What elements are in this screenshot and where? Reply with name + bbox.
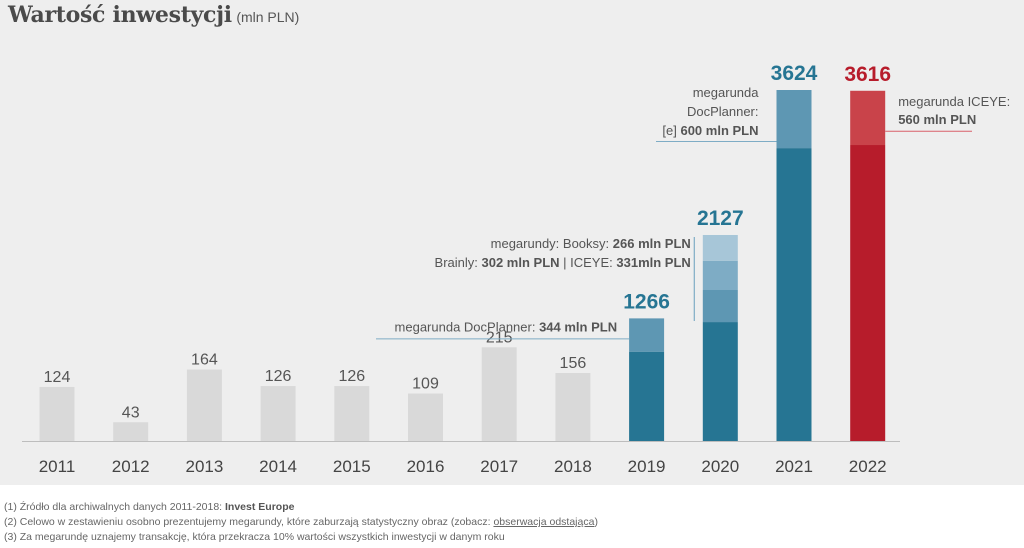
bar-2019-megarunda-1	[629, 318, 665, 352]
footnote-2-part-1: (2) Celowo w zestawieniu osobno prezentu…	[4, 516, 494, 528]
tick-label-2018: 2018	[554, 457, 592, 476]
bar-2017	[481, 347, 517, 441]
footnote-3: (3) Za megarundę uznajemy transakcję, kt…	[4, 531, 505, 543]
tick-label-2020: 2020	[701, 457, 739, 476]
bar-2014	[260, 386, 296, 441]
footnote-1: (1) Źródło dla archiwalnych danych 2011-…	[4, 501, 294, 513]
value-label-2015: 126	[338, 368, 365, 385]
tick-label-2015: 2015	[333, 457, 371, 476]
bar-2019-inwestycje	[629, 351, 665, 441]
bar-2020-inwestycje	[702, 322, 738, 441]
value-label-2013: 164	[191, 352, 218, 369]
bar-2021-megarunda-1	[776, 90, 812, 149]
footnote-2-part-3: )	[594, 516, 598, 528]
tick-label-2021: 2021	[775, 457, 813, 476]
bar-2022-inwestycje	[850, 145, 886, 441]
tick-label-2017: 2017	[480, 457, 518, 476]
annotation-2019-line-1: megarunda DocPlanner: 344 mln PLN	[395, 319, 618, 334]
value-label-2011: 124	[44, 369, 71, 386]
annotation-2021-line-2: DocPlanner:	[687, 104, 759, 119]
value-label-2017: 215	[486, 329, 513, 346]
value-label-2016: 109	[412, 375, 439, 392]
bar-2015	[334, 386, 370, 441]
tick-label-2011: 2011	[39, 457, 76, 476]
bar-2016	[408, 393, 443, 441]
tick-label-2012: 2012	[112, 457, 150, 476]
annotation-2022-line-2: 560 mln PLN	[898, 112, 976, 127]
value-label-2019: 1266	[623, 290, 670, 313]
footnote-3-part-1: (3) Za megarundę uznajemy transakcję, kt…	[4, 531, 505, 543]
value-label-2012: 43	[122, 404, 140, 421]
value-label-2018: 156	[560, 355, 587, 372]
footnote-1-part-1: (1) Źródło dla archiwalnych danych 2011-…	[4, 501, 226, 513]
bar-2021-inwestycje	[776, 148, 812, 441]
chart-title-unit: (mln PLN)	[236, 9, 300, 25]
footnote-1-part-2: Invest Europe	[225, 501, 295, 513]
footnote-2-part-2[interactable]: obserwacja odstająca	[493, 516, 595, 528]
annotation-2020-line-2: Brainly: 302 mln PLN | ICEYE: 331mln PLN	[435, 255, 691, 270]
tick-label-2014: 2014	[259, 457, 297, 476]
bar-2020-megarunda-3	[702, 234, 738, 261]
value-label-2014: 126	[265, 368, 292, 385]
bar-2022-megarunda-1	[850, 90, 886, 146]
bar-2011	[39, 386, 75, 441]
footnote-2: (2) Celowo w zestawieniu osobno prezentu…	[4, 516, 598, 528]
chart-title-text: Wartość inwestycji	[8, 2, 232, 28]
tick-label-2013: 2013	[185, 457, 223, 476]
annotation-2022-line-1: megarunda ICEYE:	[898, 94, 1010, 109]
value-label-2021: 3624	[771, 62, 818, 85]
annotation-2021-line-1: megarunda	[693, 85, 760, 100]
bar-2012	[113, 422, 149, 441]
chart-title: Wartość inwestycji (mln PLN)	[8, 2, 299, 28]
tick-label-2016: 2016	[407, 457, 445, 476]
bar-2013	[186, 369, 222, 441]
bar-2020-megarunda-1	[702, 290, 738, 323]
value-label-2022: 3616	[844, 63, 891, 86]
tick-label-2022: 2022	[849, 457, 887, 476]
value-label-2020: 2127	[697, 207, 744, 230]
bar-chart: 124 2011 43 2012 164 2013 126 2014 126 2015 109 201…	[22, 62, 1010, 476]
bar-2018	[555, 373, 591, 441]
annotation-2021-line-3: [e] 600 mln PLN	[662, 123, 758, 138]
bar-2020-megarunda-2	[702, 260, 738, 291]
annotation-2020-line-1: megarundy: Booksy: 266 mln PLN	[491, 236, 691, 251]
tick-label-2019: 2019	[628, 457, 666, 476]
